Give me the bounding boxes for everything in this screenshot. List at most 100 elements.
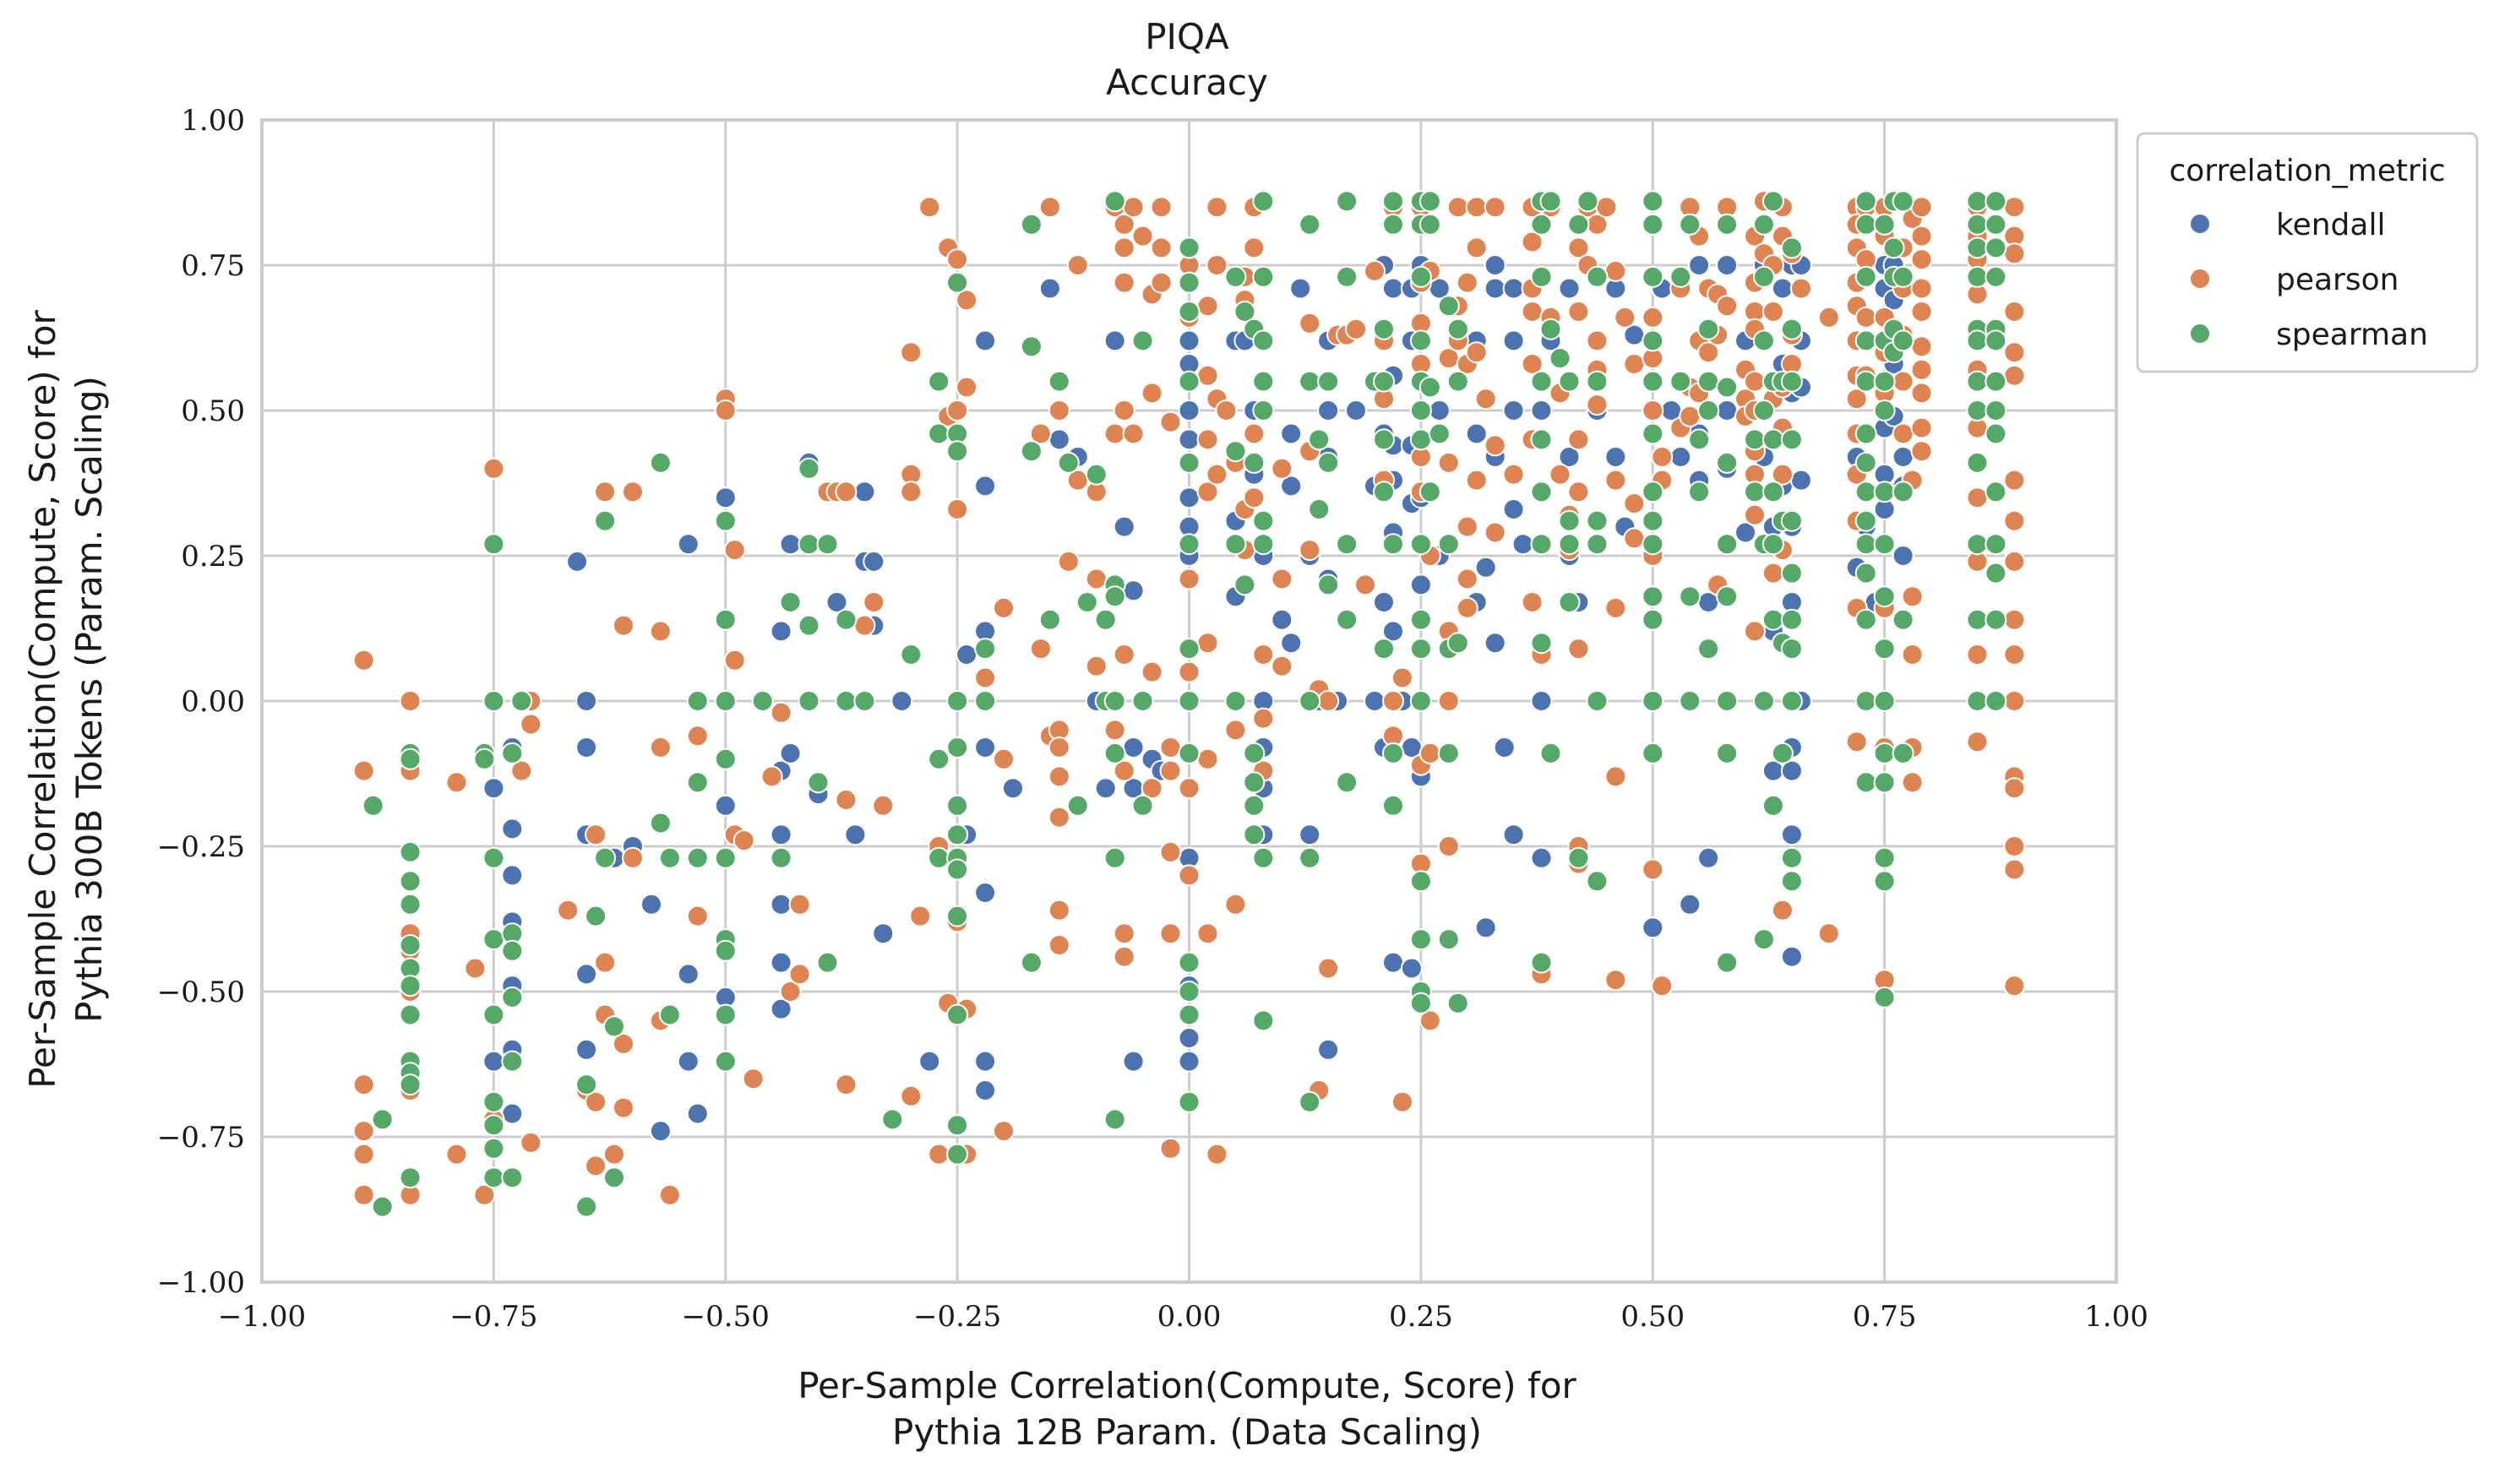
point-kendall bbox=[1780, 945, 1803, 968]
point-pearson bbox=[1159, 840, 1182, 863]
plot-frame bbox=[260, 118, 2118, 1284]
point-pearson bbox=[1771, 899, 1794, 921]
point-kendall bbox=[1484, 254, 1506, 276]
point-kendall bbox=[1382, 277, 1404, 300]
legend-label-kendall: kendall bbox=[2276, 208, 2385, 242]
point-spearman bbox=[1854, 213, 1877, 236]
point-spearman bbox=[1966, 451, 1989, 474]
point-kendall bbox=[1780, 824, 1803, 846]
point-kendall bbox=[779, 533, 802, 556]
point-pearson bbox=[1113, 922, 1135, 945]
point-pearson bbox=[1744, 370, 1766, 393]
point-pearson bbox=[1604, 969, 1627, 992]
point-spearman bbox=[1409, 690, 1432, 712]
point-spearman bbox=[1243, 742, 1266, 764]
point-spearman bbox=[1716, 585, 1739, 608]
point-spearman bbox=[1752, 400, 1775, 421]
point-kendall bbox=[1317, 1038, 1340, 1061]
point-spearman bbox=[798, 614, 820, 637]
y-axis-label-line1: Per-Sample Correlation(Compute, Score) f… bbox=[22, 309, 63, 1088]
legend-label-pearson: pearson bbox=[2276, 263, 2399, 297]
point-spearman bbox=[1224, 690, 1247, 712]
point-pearson bbox=[1364, 259, 1386, 282]
point-kendall bbox=[1103, 329, 1126, 352]
point-kendall bbox=[1382, 951, 1404, 974]
point-spearman bbox=[1716, 533, 1739, 556]
point-pearson bbox=[1131, 225, 1154, 247]
point-spearman bbox=[1873, 742, 1896, 764]
point-spearman bbox=[371, 1195, 394, 1218]
point-pearson bbox=[1141, 660, 1163, 683]
point-spearman bbox=[1642, 585, 1664, 608]
point-spearman bbox=[1892, 481, 1914, 503]
point-spearman bbox=[714, 608, 737, 631]
point-spearman bbox=[1854, 533, 1877, 556]
point-spearman bbox=[1233, 301, 1256, 323]
point-spearman bbox=[362, 794, 384, 817]
point-kendall bbox=[714, 487, 737, 509]
point-pearson bbox=[622, 846, 644, 869]
point-pearson bbox=[1910, 358, 1933, 381]
point-pearson bbox=[658, 1183, 681, 1206]
point-pearson bbox=[1299, 539, 1321, 562]
point-spearman bbox=[1299, 846, 1321, 869]
point-spearman bbox=[1530, 632, 1553, 655]
point-spearman bbox=[1985, 562, 2007, 584]
point-kendall bbox=[575, 963, 598, 986]
point-spearman bbox=[1038, 608, 1061, 631]
point-spearman bbox=[1771, 742, 1794, 764]
point-kendall bbox=[501, 818, 524, 840]
point-spearman bbox=[1780, 318, 1803, 340]
point-kendall bbox=[1122, 579, 1145, 602]
point-spearman bbox=[1688, 428, 1711, 451]
point-pearson bbox=[1048, 765, 1070, 788]
point-pearson bbox=[1456, 515, 1478, 538]
point-spearman bbox=[798, 690, 820, 712]
point-spearman bbox=[1317, 370, 1340, 393]
point-spearman bbox=[1780, 509, 1803, 532]
point-spearman bbox=[1437, 742, 1460, 764]
point-kendall bbox=[1280, 422, 1303, 445]
point-kendall bbox=[1364, 690, 1386, 712]
point-pearson bbox=[1391, 666, 1413, 689]
point-pearson bbox=[1966, 731, 1989, 753]
point-spearman bbox=[482, 1137, 505, 1160]
point-spearman bbox=[1409, 928, 1432, 951]
point-spearman bbox=[928, 846, 950, 869]
point-spearman bbox=[1697, 370, 1720, 393]
point-kendall bbox=[1484, 632, 1506, 655]
point-spearman bbox=[1892, 608, 1914, 631]
point-spearman bbox=[1178, 1090, 1201, 1113]
point-pearson bbox=[1150, 196, 1173, 219]
point-kendall bbox=[1289, 277, 1312, 300]
point-pearson bbox=[1178, 568, 1201, 590]
point-pearson bbox=[1567, 481, 1590, 503]
point-kendall bbox=[1530, 846, 1553, 869]
point-spearman bbox=[649, 812, 672, 834]
point-pearson bbox=[2003, 242, 2026, 265]
point-pearson bbox=[649, 620, 672, 643]
point-spearman bbox=[1642, 190, 1664, 213]
point-spearman bbox=[686, 771, 709, 794]
point-pearson bbox=[473, 1183, 496, 1206]
point-pearson bbox=[863, 591, 885, 613]
point-pearson bbox=[1224, 719, 1247, 742]
point-spearman bbox=[770, 846, 792, 869]
point-kendall bbox=[1789, 469, 1812, 492]
point-pearson bbox=[1771, 463, 1794, 486]
point-spearman bbox=[1873, 370, 1896, 393]
point-spearman bbox=[1178, 638, 1201, 660]
point-pearson bbox=[1465, 469, 1488, 492]
point-spearman bbox=[1985, 370, 2007, 393]
point-pearson bbox=[1391, 1090, 1413, 1113]
point-pearson bbox=[1159, 922, 1182, 945]
point-pearson bbox=[1113, 400, 1135, 421]
point-pearson bbox=[1910, 248, 1933, 271]
point-spearman bbox=[946, 824, 969, 846]
point-spearman bbox=[1549, 347, 1571, 370]
point-kendall bbox=[1604, 446, 1627, 468]
point-spearman bbox=[482, 1090, 505, 1113]
point-spearman bbox=[1373, 638, 1395, 660]
point-pearson bbox=[1446, 196, 1469, 219]
point-pearson bbox=[1642, 858, 1664, 881]
